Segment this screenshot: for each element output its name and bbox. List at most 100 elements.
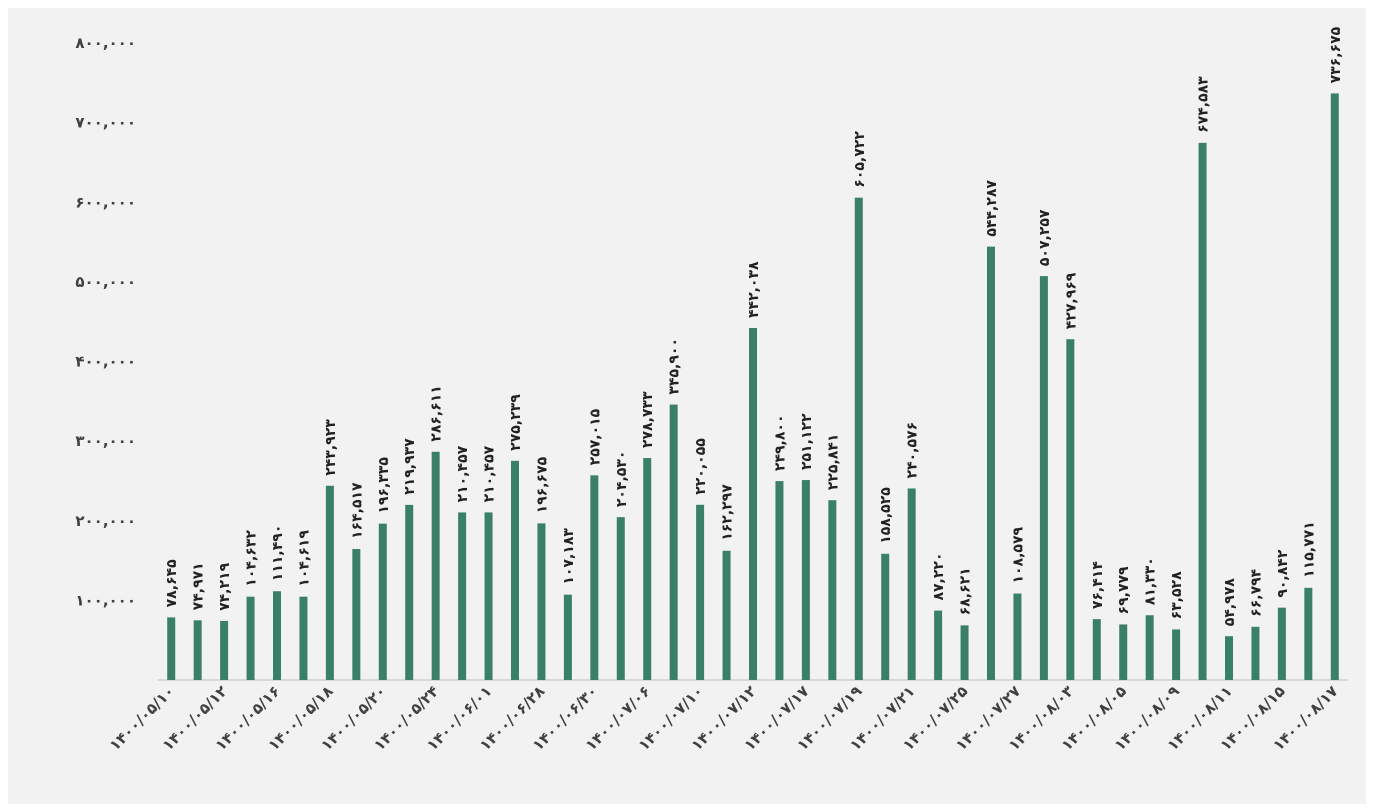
data-label: ۲۱۹,۹۳۷: [402, 438, 418, 495]
data-label: ۶۹,۷۷۹: [1116, 566, 1132, 614]
bar: [881, 553, 890, 680]
bar: [352, 549, 361, 680]
bar: [563, 594, 572, 680]
bar: [1330, 93, 1339, 680]
bar: [934, 610, 943, 680]
bar: [246, 596, 255, 680]
bar: [1304, 587, 1313, 680]
data-label: ۹۰,۸۴۲: [1275, 549, 1291, 597]
bar: [1145, 615, 1154, 680]
bar: [1039, 276, 1048, 680]
bar: [1066, 339, 1075, 680]
data-label: ۸۱,۳۳۰: [1143, 557, 1159, 605]
data-label: ۶۳,۵۲۸: [1169, 571, 1185, 619]
bar-chart: ۱۰۰,۰۰۰ ۲۰۰,۰۰۰ ۳۰۰,۰۰۰ ۴۰۰,۰۰۰ ۵۰۰,۰۰۰ ۶۰۰,۰…: [75, 26, 1348, 754]
data-label: ۶۶,۷۹۴: [1248, 568, 1264, 616]
bar: [511, 460, 519, 680]
data-label: ۷۴,۹۷۱: [191, 562, 207, 610]
bar: [458, 512, 467, 680]
bars: ۷۸,۶۴۵ ۷۴,۹۷۱ ۷۴,۲۱۹ ۱۰۴,۶۳۲ ۱۱۱,۴۹۰ ۱۰۴,۶۱۹ ۲…: [164, 26, 1344, 681]
data-label: ۲۵۷,۰۱۵: [587, 408, 603, 465]
bar: [431, 451, 440, 680]
bar: [616, 517, 625, 680]
bar: [907, 488, 916, 680]
data-label: ۷۶,۴۱۴: [1090, 561, 1106, 609]
bar: [1092, 619, 1101, 680]
data-label: ۱۰۴,۶۳۲: [244, 530, 260, 587]
data-label: ۲۵۱,۱۲۲: [799, 413, 815, 470]
data-label: ۶۸,۶۲۱: [958, 567, 974, 615]
data-label: ۵۴,۹۷۸: [1222, 578, 1238, 626]
data-label: ۲۴۰,۵۷۶: [905, 422, 921, 479]
bar: [1013, 593, 1022, 680]
bar: [378, 523, 387, 680]
data-label: ۴۲۷,۹۶۹: [1063, 272, 1079, 329]
data-label: ۱۱۱,۴۹۰: [270, 525, 286, 582]
data-label: ۱۰۸,۵۷۹: [1010, 527, 1026, 584]
bar: [828, 500, 837, 680]
data-label: ۴۴۲,۰۳۸: [746, 261, 762, 318]
data-label: ۱۹۶,۶۷۵: [534, 456, 550, 513]
data-label: ۱۹۶,۳۳۵: [376, 457, 392, 514]
data-label: ۱۵۸,۵۲۵: [878, 487, 894, 544]
bar: [696, 504, 705, 680]
data-label: ۶۷۴,۵۸۳: [1196, 76, 1212, 133]
bar: [299, 596, 308, 680]
bar: [643, 458, 652, 680]
y-tick-label: ۷۰۰,۰۰۰: [75, 114, 136, 132]
data-label: ۵۰۷,۲۵۷: [1037, 209, 1053, 266]
data-label: ۲۰۴,۵۳۰: [614, 451, 630, 508]
bar: [749, 328, 757, 680]
data-label: ۲۷۸,۷۳۳: [640, 391, 656, 448]
data-label: ۸۷,۲۲۰: [931, 553, 947, 601]
data-label: ۱۶۴,۵۱۷: [349, 482, 365, 539]
y-tick-label: ۱۰۰,۰۰۰: [75, 591, 136, 609]
data-label: ۲۲۵,۸۴۱: [825, 434, 841, 491]
y-tick-label: ۸۰۰,۰۰۰: [75, 34, 136, 52]
data-label: ۲۱۰,۴۵۷: [482, 445, 498, 502]
bar: [193, 620, 202, 680]
data-label: ۳۴۵,۹۰۰: [667, 338, 683, 395]
data-label: ۷۸,۶۴۵: [164, 559, 180, 607]
bar: [1119, 624, 1128, 680]
bar: [987, 246, 995, 680]
bar: [722, 550, 731, 680]
data-label: ۲۴۳,۹۲۳: [323, 419, 339, 476]
data-label: ۲۷۵,۲۳۹: [508, 394, 524, 451]
data-label: ۱۶۲,۲۹۷: [720, 484, 736, 541]
bar: [325, 485, 334, 680]
y-tick-label: ۳۰۰,۰۰۰: [75, 432, 136, 450]
bar: [220, 620, 229, 680]
bar: [1198, 142, 1207, 680]
y-tick-label: ۲۰۰,۰۰۰: [75, 512, 136, 530]
data-label: ۱۰۴,۶۱۹: [296, 530, 312, 587]
bar: [669, 404, 678, 680]
bar: [590, 475, 599, 680]
bar: [801, 480, 810, 680]
data-label: ۲۱۰,۴۵۷: [455, 445, 471, 502]
data-label: ۷۴,۲۱۹: [217, 562, 233, 610]
bar: [484, 512, 493, 680]
data-label: ۲۲۰,۰۵۵: [693, 438, 709, 495]
data-label: ۲۸۶,۶۱۱: [429, 385, 445, 442]
bar: [1225, 636, 1233, 680]
y-tick-label: ۴۰۰,۰۰۰: [75, 353, 136, 371]
data-label: ۱۱۵,۷۷۱: [1301, 521, 1317, 578]
bar: [1251, 626, 1260, 680]
bar: [854, 197, 863, 681]
data-label: ۵۴۴,۲۸۷: [984, 180, 1000, 237]
data-label: ۲۴۹,۸۰۰: [772, 415, 788, 472]
bar: [537, 523, 546, 680]
y-tick-label: ۵۰۰,۰۰۰: [75, 273, 136, 291]
bar: [405, 504, 414, 680]
bar: [775, 481, 784, 680]
y-tick-label: ۶۰۰,۰۰۰: [75, 193, 136, 211]
bar: [1172, 629, 1181, 680]
data-label: ۶۰۵,۷۲۲: [852, 131, 868, 188]
bar: [167, 617, 176, 680]
x-axis: ۱۴۰۰/۰۵/۱۰۱۴۰۰/۰۵/۱۲۱۴۰۰/۰۵/۱۶۱۴۰۰/۰۵/۱۸…: [106, 682, 1342, 754]
data-label: ۷۳۶,۶۷۵: [1328, 26, 1344, 83]
bar: [1277, 607, 1286, 680]
bar: [273, 591, 281, 680]
chart-area: ۱۰۰,۰۰۰ ۲۰۰,۰۰۰ ۳۰۰,۰۰۰ ۴۰۰,۰۰۰ ۵۰۰,۰۰۰ ۶۰۰,۰…: [8, 8, 1366, 804]
